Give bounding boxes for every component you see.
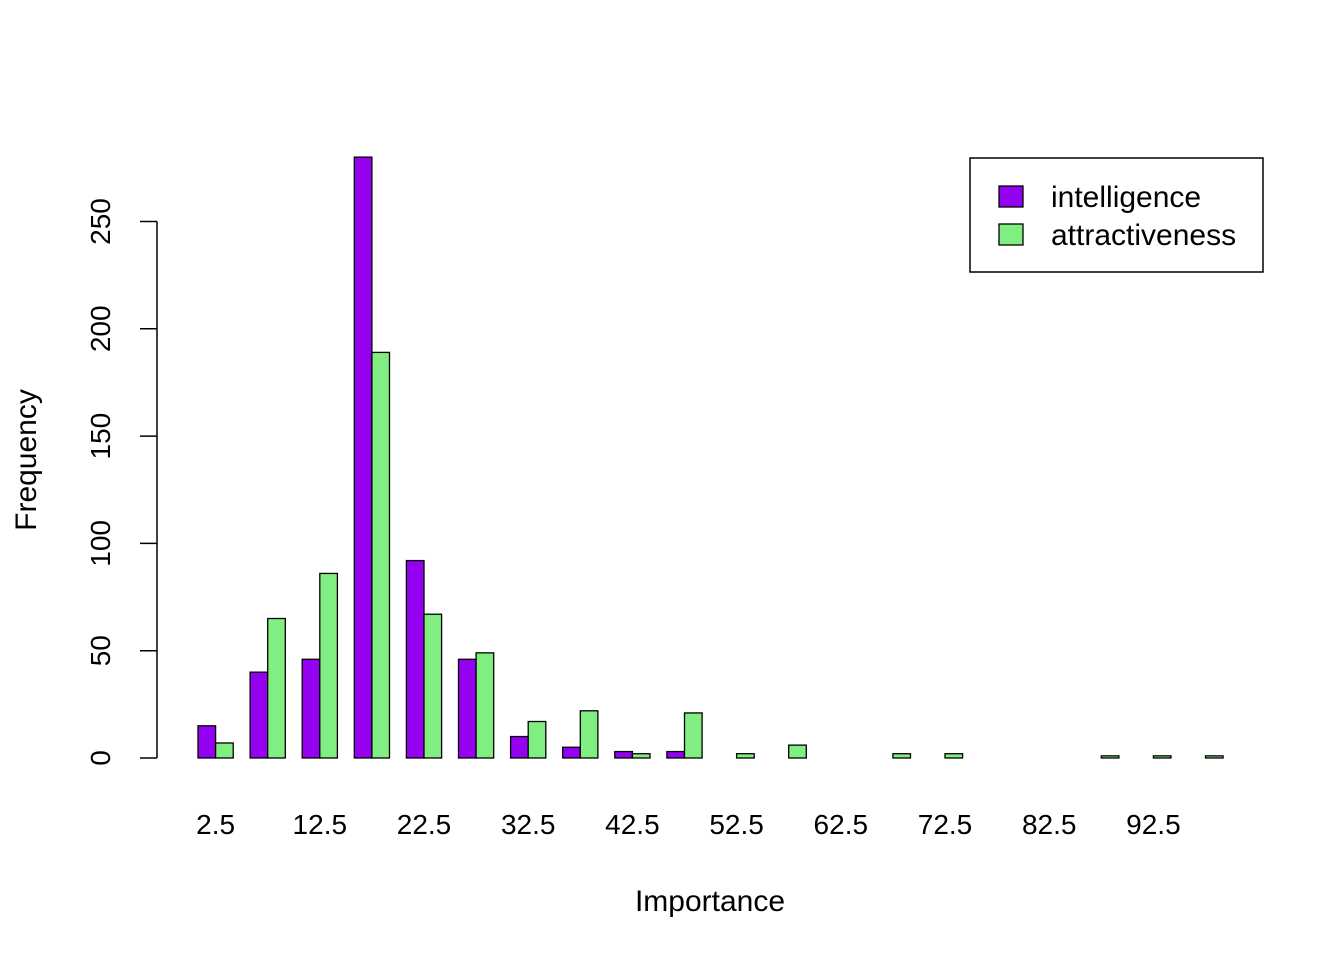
bar-attractiveness-37.5 <box>579 710 599 759</box>
bar-intelligence-12.5 <box>301 658 321 759</box>
x-tick-label: 62.5 <box>814 809 869 840</box>
legend-label-intelligence: intelligence <box>1051 181 1201 214</box>
bar-attractiveness-17.5 <box>371 351 391 759</box>
bar-attractiveness-42.5 <box>631 753 651 759</box>
bar-intelligence-47.5 <box>666 750 686 759</box>
y-tick-label: 50 <box>85 635 116 666</box>
bar-attractiveness-2.5 <box>214 742 234 759</box>
bar-attractiveness-67.5 <box>892 753 912 759</box>
x-tick-label: 92.5 <box>1126 809 1181 840</box>
x-tick-label: 22.5 <box>397 809 452 840</box>
x-tick-label: 72.5 <box>918 809 973 840</box>
y-axis-title: Frequency <box>10 389 43 531</box>
x-tick-label: 82.5 <box>1022 809 1077 840</box>
bar-attractiveness-12.5 <box>319 572 339 759</box>
x-tick-label: 12.5 <box>293 809 348 840</box>
x-axis-title: Importance <box>635 885 785 918</box>
y-tick-label: 100 <box>85 520 116 567</box>
x-tick-label: 2.5 <box>196 809 235 840</box>
bar-attractiveness-57.5 <box>788 744 807 759</box>
x-tick-label: 32.5 <box>501 809 556 840</box>
bar-attractiveness-92.5 <box>1152 755 1172 759</box>
legend-swatch-intelligence <box>998 185 1024 208</box>
bar-intelligence-17.5 <box>353 156 373 759</box>
bar-intelligence-7.5 <box>249 671 269 759</box>
bar-intelligence-32.5 <box>509 735 529 759</box>
y-axis: 0 50 100 150 200 250 <box>85 198 158 766</box>
bar-attractiveness-87.5 <box>1100 755 1120 759</box>
bar-intelligence-42.5 <box>614 750 634 759</box>
bar-attractiveness-22.5 <box>423 613 443 759</box>
bar-attractiveness-72.5 <box>944 753 964 759</box>
x-tick-label: 52.5 <box>709 809 764 840</box>
legend-swatch-attractiveness <box>998 223 1024 246</box>
bar-attractiveness-32.5 <box>527 720 547 759</box>
bar-intelligence-2.5 <box>197 725 217 759</box>
bar-attractiveness-27.5 <box>475 652 495 759</box>
bar-intelligence-22.5 <box>405 559 425 759</box>
legend-box <box>969 157 1264 273</box>
bar-attractiveness-7.5 <box>267 617 286 759</box>
x-axis: 2.5 12.5 22.5 32.5 42.5 52.5 62.5 72.5 82.5 92.5 <box>196 809 1181 840</box>
bar-attractiveness-52.5 <box>735 753 755 759</box>
x-tick-label: 42.5 <box>605 809 660 840</box>
bar-attractiveness-47.5 <box>683 712 703 759</box>
y-tick-label: 0 <box>85 750 116 766</box>
legend: intelligence attractiveness <box>969 157 1264 273</box>
y-tick-label: 200 <box>85 305 116 352</box>
bars <box>197 156 1224 759</box>
bar-attractiveness-97.5 <box>1204 755 1224 759</box>
y-tick-label: 150 <box>85 413 116 460</box>
y-tick-label: 250 <box>85 198 116 245</box>
bar-intelligence-27.5 <box>457 658 477 759</box>
bar-intelligence-37.5 <box>562 746 581 759</box>
legend-label-attractiveness: attractiveness <box>1051 219 1236 252</box>
